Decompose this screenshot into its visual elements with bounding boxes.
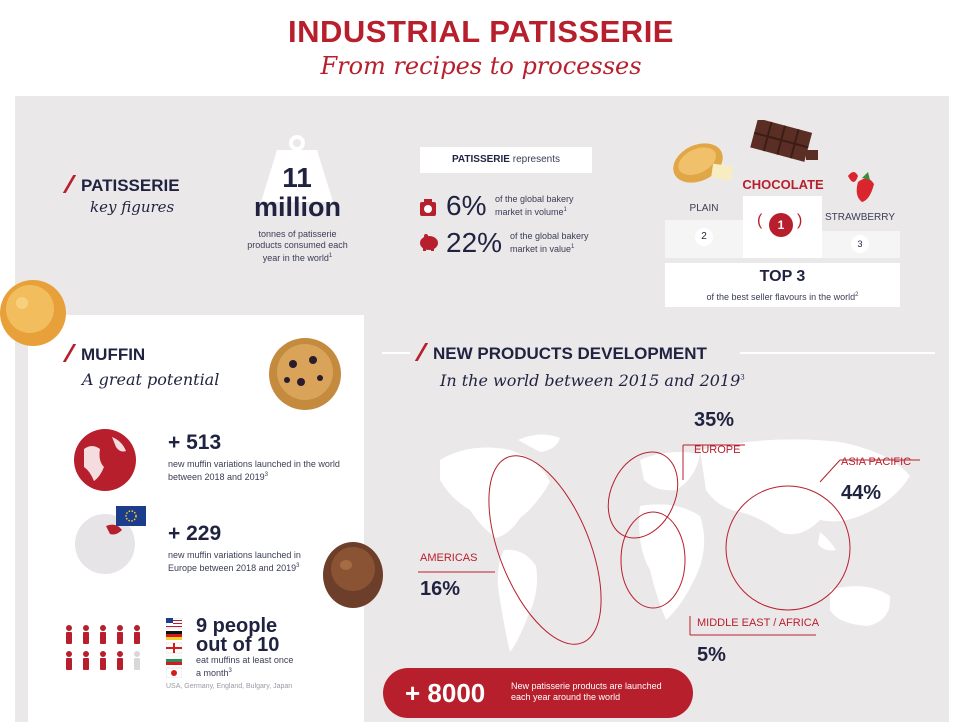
top3-box	[665, 263, 900, 307]
flavour-first-label: CHOCOLATE	[742, 177, 824, 192]
region-mea-label: MIDDLE EAST / AFRICA	[697, 617, 820, 629]
laurel-left-icon: (	[757, 212, 763, 229]
npd-divider-left	[382, 352, 410, 354]
weight-icon	[261, 135, 333, 202]
muffin-image-left	[0, 280, 66, 346]
region-asia-label: ASIA PACIFIC	[841, 456, 912, 468]
muffin-stat1-value: + 513	[168, 431, 222, 454]
muffin-image-blueberry	[269, 338, 341, 410]
page-subtitle: From recipes to processes	[320, 52, 642, 80]
stat-value-text: of the global bakery market in value1	[510, 231, 589, 254]
countries-list: USA, Germany, England, Bulgary, Japan	[166, 683, 293, 690]
npd-script: In the world between 2015 and 20193	[440, 371, 745, 390]
chocolate-image	[750, 120, 818, 162]
europe-globe-icon	[75, 506, 146, 574]
big-number-desc: tonnes of patisserie products consumed e…	[247, 229, 348, 263]
people-icon	[66, 625, 140, 670]
stat-volume-text: of the global bakery market in volume1	[495, 194, 574, 217]
region-asia-value: 44%	[841, 482, 882, 504]
pill-text: New patisserie products are launched eac…	[511, 681, 662, 702]
region-europe-value: 35%	[694, 409, 735, 431]
laurel-right-icon: )	[797, 212, 803, 229]
flavour-second-badge: 2	[695, 228, 713, 246]
flavour-third-label: STRAWBERRY	[824, 212, 895, 223]
people-line2: out of 10	[196, 634, 280, 656]
key-figures-heading: PATISSERIE	[62, 175, 180, 196]
stat-value-value: 22%	[446, 227, 503, 258]
scale-icon	[420, 199, 436, 216]
npd-heading: NEW PRODUCTS DEVELOPMENT	[414, 343, 707, 364]
muffin-image-chocolate	[323, 542, 383, 608]
flavour-second-label: PLAIN	[689, 203, 719, 214]
top3-title: TOP 3	[759, 268, 806, 285]
stat-volume-value: 6%	[446, 190, 487, 221]
people-line1: 9 people	[196, 615, 278, 637]
key-figures-script: key figures	[90, 198, 175, 216]
launch-pill: + 8000 New patisserie products are launc…	[383, 668, 693, 718]
region-europe-label: EUROPE	[694, 444, 741, 456]
muffin-stat2-value: + 229	[168, 522, 222, 545]
page-title: INDUSTRIAL PATISSERIE	[288, 14, 674, 49]
pill-value: + 8000	[405, 678, 486, 708]
muffin-stat1-text: new muffin variations launched in the wo…	[168, 459, 340, 482]
region-mea-value: 5%	[697, 644, 726, 666]
top3-desc: of the best seller flavours in the world…	[706, 292, 859, 302]
flavour-third-badge: 3	[851, 235, 869, 253]
big-number: 11	[282, 162, 312, 193]
flavour-first-badge: 1	[769, 213, 793, 237]
big-unit: million	[254, 192, 341, 222]
piggy-bank-icon	[420, 234, 438, 251]
croissant-image	[673, 143, 733, 183]
muffin-stat2-text: new muffin variations launched in Europe…	[168, 550, 301, 573]
npd-divider-right	[740, 352, 935, 354]
represents-box: PATISSERIE represents	[420, 147, 592, 173]
people-text: eat muffins at least once a month3	[196, 655, 294, 678]
region-americas-label: AMERICAS	[420, 552, 478, 564]
globe-icon	[74, 429, 136, 491]
region-americas-value: 16%	[420, 578, 461, 600]
world-map	[418, 434, 920, 652]
muffin-heading: MUFFIN	[62, 344, 145, 365]
muffin-script: A great potential	[82, 370, 220, 389]
strawberry-icon	[848, 172, 874, 202]
country-flags	[166, 618, 182, 678]
